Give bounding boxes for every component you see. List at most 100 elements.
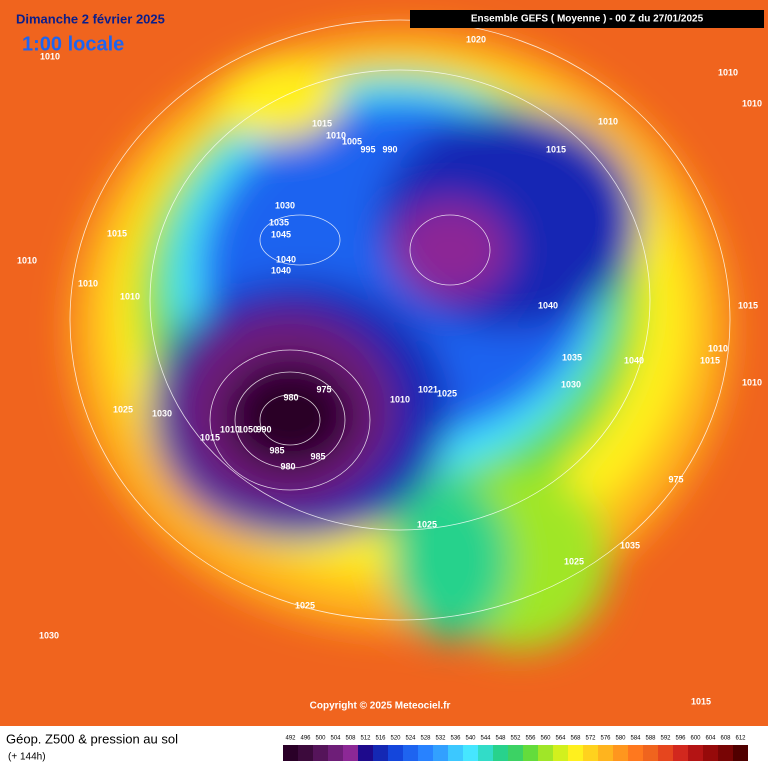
isobar-label: 1025 bbox=[113, 404, 133, 414]
isobar-label: 1015 bbox=[738, 300, 758, 310]
scale-label: 568 bbox=[570, 736, 581, 742]
scale-swatch bbox=[508, 745, 523, 761]
scale-swatch bbox=[388, 745, 403, 761]
isobar-label: 1015 bbox=[700, 355, 720, 365]
scale-swatch bbox=[418, 745, 433, 761]
scale-label: 520 bbox=[390, 736, 401, 742]
isobar-label: 990 bbox=[382, 144, 397, 154]
isobar-label: 1010 bbox=[708, 343, 728, 353]
scale-swatch bbox=[403, 745, 418, 761]
isobar-label: 1030 bbox=[152, 408, 172, 418]
scale-label: 504 bbox=[330, 736, 341, 742]
scale-swatch bbox=[328, 745, 343, 761]
isobar-label: 1005 bbox=[342, 136, 362, 146]
scale-swatch bbox=[718, 745, 733, 761]
scale-label: 508 bbox=[345, 736, 356, 742]
isobar-label: 1010 bbox=[598, 116, 618, 126]
scale-label: 596 bbox=[675, 736, 686, 742]
scale-swatch bbox=[598, 745, 613, 761]
scale-label: 580 bbox=[615, 736, 626, 742]
isobar-label: 1025 bbox=[417, 519, 437, 529]
date-label: Dimanche 2 février 2025 bbox=[16, 11, 165, 26]
model-label: Ensemble GEFS ( Moyenne ) - 00 Z du 27/0… bbox=[471, 14, 704, 25]
scale-label: 536 bbox=[450, 736, 461, 742]
isobar-label: 1010 bbox=[40, 51, 60, 61]
isobar-label: 1025 bbox=[437, 388, 457, 398]
isobar-label: 985 bbox=[269, 445, 284, 455]
isobar-label: 1040 bbox=[271, 265, 291, 275]
isobar-label: 1021 bbox=[418, 384, 438, 394]
scale-swatch bbox=[298, 745, 313, 761]
scale-label: 584 bbox=[630, 736, 641, 742]
isobar-label: 1045 bbox=[271, 229, 291, 239]
scale-label: 528 bbox=[420, 736, 431, 742]
scale-swatch bbox=[568, 745, 583, 761]
isobar-label: 1025 bbox=[564, 556, 584, 566]
isobar-label: 1010 bbox=[17, 255, 37, 265]
scale-swatch bbox=[523, 745, 538, 761]
footer-title: Géop. Z500 & pression au sol bbox=[6, 731, 178, 746]
scale-label: 532 bbox=[435, 736, 446, 742]
isobar-label: 980 bbox=[283, 392, 298, 402]
scale-label: 612 bbox=[735, 736, 746, 742]
scale-swatch bbox=[283, 745, 298, 761]
scale-label: 548 bbox=[495, 736, 506, 742]
scale-swatch bbox=[313, 745, 328, 761]
isobar-label: 1015 bbox=[200, 432, 220, 442]
scale-label: 572 bbox=[585, 736, 596, 742]
scale-label: 588 bbox=[645, 736, 656, 742]
scale-swatch bbox=[358, 745, 373, 761]
scale-swatch bbox=[553, 745, 568, 761]
scale-label: 516 bbox=[375, 736, 386, 742]
isobar-label: 1010 bbox=[390, 394, 410, 404]
isobar-label: 1010 bbox=[326, 130, 346, 140]
scale-label: 524 bbox=[405, 736, 416, 742]
isobar-label: 975 bbox=[316, 384, 331, 394]
scale-label: 512 bbox=[360, 736, 371, 742]
isobar-label: 1040 bbox=[624, 355, 644, 365]
footer-subtitle: (+ 144h) bbox=[8, 752, 46, 763]
isobar-label: 1015 bbox=[107, 228, 127, 238]
scale-swatch bbox=[373, 745, 388, 761]
scale-swatch bbox=[628, 745, 643, 761]
scale-label: 608 bbox=[720, 736, 731, 742]
scale-label: 552 bbox=[510, 736, 521, 742]
isobar-label: 1040 bbox=[538, 300, 558, 310]
scale-swatch bbox=[463, 745, 478, 761]
isobar-label: 1035 bbox=[620, 540, 640, 550]
isobar-label: 995 bbox=[360, 144, 375, 154]
isobar-label: 1010 bbox=[742, 98, 762, 108]
isobar-label: 975 bbox=[668, 474, 683, 484]
scale-label: 496 bbox=[300, 736, 311, 742]
isobar-label: 985 bbox=[310, 451, 325, 461]
map-field bbox=[0, 0, 768, 726]
scale-swatch bbox=[583, 745, 598, 761]
isobar-label: 980 bbox=[280, 461, 295, 471]
scale-swatch bbox=[673, 745, 688, 761]
scale-swatch bbox=[613, 745, 628, 761]
scale-label: 600 bbox=[690, 736, 701, 742]
isobar-label: 1010 bbox=[742, 377, 762, 387]
isobar-label: 1040 bbox=[276, 254, 296, 264]
scale-swatch bbox=[688, 745, 703, 761]
scale-swatch bbox=[658, 745, 673, 761]
isobar-label: 1010 bbox=[220, 424, 240, 434]
isobar-label: 1015 bbox=[546, 144, 566, 154]
scale-swatch bbox=[538, 745, 553, 761]
scale-label: 540 bbox=[465, 736, 476, 742]
scale-swatch bbox=[433, 745, 448, 761]
isobar-label: 1030 bbox=[561, 379, 581, 389]
isobar-label: 990 bbox=[256, 424, 271, 434]
isobar-label: 1015 bbox=[312, 118, 332, 128]
scale-swatch bbox=[703, 745, 718, 761]
isobar-label: 1035 bbox=[562, 352, 582, 362]
isobar-label: 1030 bbox=[39, 630, 59, 640]
scale-swatch bbox=[448, 745, 463, 761]
isobar-label: 1035 bbox=[269, 217, 289, 227]
isobar-label: 1010 bbox=[78, 278, 98, 288]
isobar-label: 1025 bbox=[295, 600, 315, 610]
scale-label: 560 bbox=[540, 736, 551, 742]
isobar-label: 1010 bbox=[718, 67, 738, 77]
isobar-label: 1050 bbox=[238, 424, 258, 434]
